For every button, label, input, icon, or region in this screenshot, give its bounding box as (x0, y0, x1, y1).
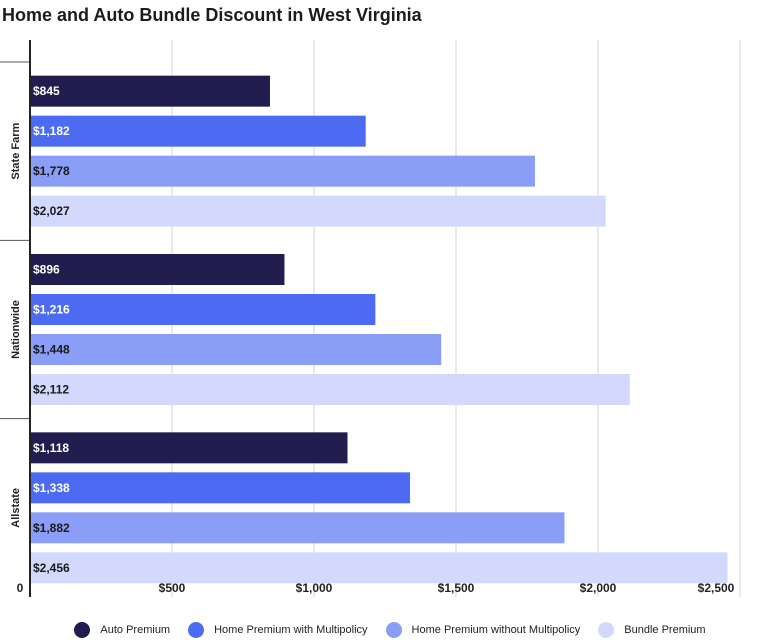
legend-item: Home Premium with Multipolicy (188, 622, 368, 638)
bar (30, 374, 630, 405)
bar-label: $1,338 (33, 481, 70, 495)
x-tick-label: $1,500 (438, 581, 475, 595)
bar-label: $845 (33, 84, 60, 98)
bar (30, 254, 285, 285)
legend-swatch (385, 622, 402, 638)
x-tick-label: $500 (159, 581, 186, 595)
bar (30, 294, 376, 325)
legend-item: Auto Premium (74, 622, 170, 638)
bar (30, 195, 606, 227)
bar (30, 155, 535, 187)
x-tick-label: $2,000 (580, 581, 617, 595)
bar (30, 552, 728, 584)
legend-label: Bundle Premium (624, 624, 706, 636)
legend-label: Auto Premium (100, 624, 171, 636)
bar (30, 472, 410, 504)
bar-label: $1,448 (33, 343, 70, 357)
bar-label: $2,456 (33, 561, 70, 575)
bar (30, 75, 270, 107)
x-tick-label: 0 (17, 581, 24, 595)
bar (30, 512, 565, 544)
bar-label: $896 (33, 263, 60, 277)
bar-label: $2,112 (33, 383, 69, 397)
bar-label: $1,118 (33, 441, 69, 455)
category-label: State Farm (10, 123, 22, 180)
legend-label: Home Premium with Multipolicy (214, 624, 368, 636)
bar (30, 334, 442, 365)
bar (30, 432, 348, 464)
legend-swatch (188, 622, 205, 638)
legend: Auto Premium Home Premium with Multipolic… (0, 620, 780, 640)
legend-label: Home Premium without Multipolicy (411, 624, 581, 636)
chart-title: Home and Auto Bundle Discount in West Vi… (2, 5, 422, 25)
legend-item: Home Premium without Multipolicy (385, 622, 581, 638)
x-tick-label: $1,000 (296, 581, 333, 595)
bar (30, 115, 366, 147)
legend-swatch (598, 622, 615, 638)
category-label: Allstate (10, 488, 22, 528)
category-label: Nationwide (10, 300, 22, 359)
x-tick-label: $2,500 (698, 581, 735, 595)
bar-label: $1,216 (33, 303, 70, 317)
bar-chart: State Farm $845 $1,182 $1,778 $2,027 Nationwi… (0, 40, 741, 597)
bar-label: $1,778 (33, 164, 70, 178)
legend-swatch (74, 622, 91, 638)
bar-label: $2,027 (33, 204, 70, 218)
bar-label: $1,882 (33, 521, 70, 535)
legend-item: Bundle Premium (598, 622, 706, 638)
bar-label: $1,182 (33, 124, 70, 138)
